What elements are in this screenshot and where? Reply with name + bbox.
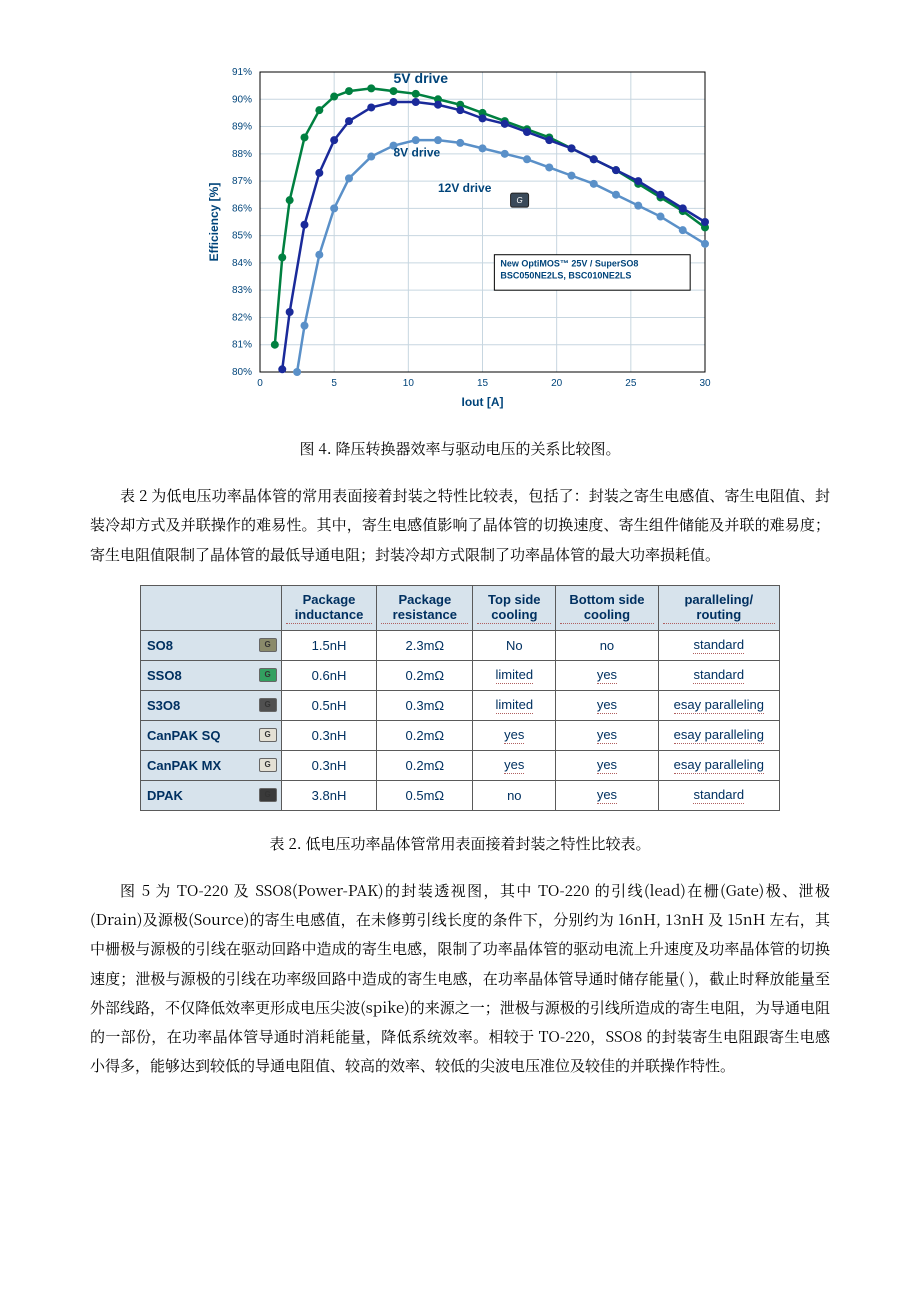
table-header: Bottom side cooling (556, 585, 658, 630)
table-cell: 0.2mΩ (377, 750, 473, 780)
package-icon (259, 728, 277, 742)
svg-text:81%: 81% (232, 340, 252, 351)
svg-text:90%: 90% (232, 94, 252, 105)
table-header: Package inductance (281, 585, 377, 630)
table-row: SO81.5nH2.3mΩNonostandard (141, 630, 780, 660)
table-cell: standard (658, 780, 779, 810)
table-header: Package resistance (377, 585, 473, 630)
table-cell: esay paralleling (658, 690, 779, 720)
table-cell: yes (556, 780, 658, 810)
svg-text:BSC050NE2LS, BSC010NE2LS: BSC050NE2LS, BSC010NE2LS (500, 271, 631, 281)
table-cell: esay paralleling (658, 750, 779, 780)
svg-text:80%: 80% (232, 367, 252, 378)
table-row: S3O80.5nH0.3mΩlimitedyesesay paralleling (141, 690, 780, 720)
svg-text:12V drive: 12V drive (438, 181, 492, 195)
svg-text:86%: 86% (232, 203, 252, 214)
table2-caption: 表 2. 低电压功率晶体管常用表面接着封装之特性比较表。 (90, 833, 830, 854)
table-cell: 0.5mΩ (377, 780, 473, 810)
table-cell: standard (658, 630, 779, 660)
package-icon (259, 758, 277, 772)
table-header-empty (141, 585, 282, 630)
row-label: CanPAK MX (141, 750, 282, 780)
svg-text:88%: 88% (232, 149, 252, 160)
table-cell: 0.6nH (281, 660, 377, 690)
svg-text:0: 0 (257, 378, 263, 389)
table2-wrap: Package inductancePackage resistanceTop … (140, 585, 780, 811)
svg-text:25: 25 (625, 378, 637, 389)
svg-text:91%: 91% (232, 67, 252, 78)
paragraph-1: 表 2 为低电压功率晶体管的常用表面接着封装之特性比较表，包括了：封装之寄生电感… (90, 481, 830, 569)
table-cell: 0.2mΩ (377, 720, 473, 750)
table-cell: No (473, 630, 556, 660)
paragraph-1-text: 表 2 为低电压功率晶体管的常用表面接着封装之特性比较表，包括了：封装之寄生电感… (90, 481, 830, 569)
package-icon (259, 668, 277, 682)
table-cell: yes (556, 690, 658, 720)
paragraph-2: 图 5 为 TO-220 及 SSO8(Power-PAK)的封装透视图，其中 … (90, 876, 830, 1081)
table-cell: yes (556, 750, 658, 780)
svg-text:83%: 83% (232, 285, 252, 296)
row-label: SSO8 (141, 660, 282, 690)
package-icon (259, 638, 277, 652)
svg-text:89%: 89% (232, 122, 252, 133)
svg-text:10: 10 (403, 378, 415, 389)
table-cell: 0.3mΩ (377, 690, 473, 720)
svg-text:Iout [A]: Iout [A] (462, 395, 504, 409)
package-icon (259, 788, 277, 802)
svg-text:15: 15 (477, 378, 489, 389)
table-cell: 0.5nH (281, 690, 377, 720)
table-cell: no (473, 780, 556, 810)
figure4-caption: 图 4. 降压转换器效率与驱动电压的关系比较图。 (90, 438, 830, 459)
row-label: DPAK (141, 780, 282, 810)
svg-text:87%: 87% (232, 176, 252, 187)
table-cell: limited (473, 690, 556, 720)
table-row: CanPAK SQ0.3nH0.2mΩyesyesesay parallelin… (141, 720, 780, 750)
svg-text:New OptiMOS™ 25V / SuperSO8: New OptiMOS™ 25V / SuperSO8 (500, 259, 638, 269)
svg-text:20: 20 (551, 378, 563, 389)
efficiency-chart: 80% 81% 82% 83% 84% 85% 86% 87% 88% 89% 90% 91% 0 5 10… (200, 60, 720, 420)
package-comparison-table: Package inductancePackage resistanceTop … (140, 585, 780, 811)
svg-text:84%: 84% (232, 258, 252, 269)
table-cell: limited (473, 660, 556, 690)
table-cell: yes (556, 720, 658, 750)
table-cell: yes (473, 750, 556, 780)
paragraph-2-text: 图 5 为 TO-220 及 SSO8(Power-PAK)的封装透视图，其中 … (90, 876, 830, 1081)
table-cell: 2.3mΩ (377, 630, 473, 660)
row-label: S3O8 (141, 690, 282, 720)
table-cell: 0.3nH (281, 720, 377, 750)
table-row: DPAK3.8nH0.5mΩnoyesstandard (141, 780, 780, 810)
row-label: SO8 (141, 630, 282, 660)
table-cell: 0.3nH (281, 750, 377, 780)
chart-svg: 80% 81% 82% 83% 84% 85% 86% 87% 88% 89% 90% 91% 0 5 10… (200, 60, 720, 420)
table-header: Top side cooling (473, 585, 556, 630)
table-header: paralleling/ routing (658, 585, 779, 630)
svg-text:5V drive: 5V drive (394, 70, 449, 86)
package-icon (259, 698, 277, 712)
table-cell: 1.5nH (281, 630, 377, 660)
table-cell: no (556, 630, 658, 660)
table-cell: esay paralleling (658, 720, 779, 750)
row-label: CanPAK SQ (141, 720, 282, 750)
table-cell: 0.2mΩ (377, 660, 473, 690)
svg-text:8V drive: 8V drive (394, 146, 441, 160)
table-cell: 3.8nH (281, 780, 377, 810)
svg-text:G: G (516, 196, 522, 205)
table-cell: yes (473, 720, 556, 750)
table-cell: yes (556, 660, 658, 690)
svg-text:82%: 82% (232, 312, 252, 323)
svg-text:30: 30 (699, 378, 711, 389)
svg-text:85%: 85% (232, 231, 252, 242)
svg-text:Efficiency [%]: Efficiency [%] (207, 183, 221, 262)
table-row: SSO80.6nH0.2mΩlimitedyesstandard (141, 660, 780, 690)
table-cell: standard (658, 660, 779, 690)
table-row: CanPAK MX0.3nH0.2mΩyesyesesay parallelin… (141, 750, 780, 780)
svg-text:5: 5 (331, 378, 337, 389)
